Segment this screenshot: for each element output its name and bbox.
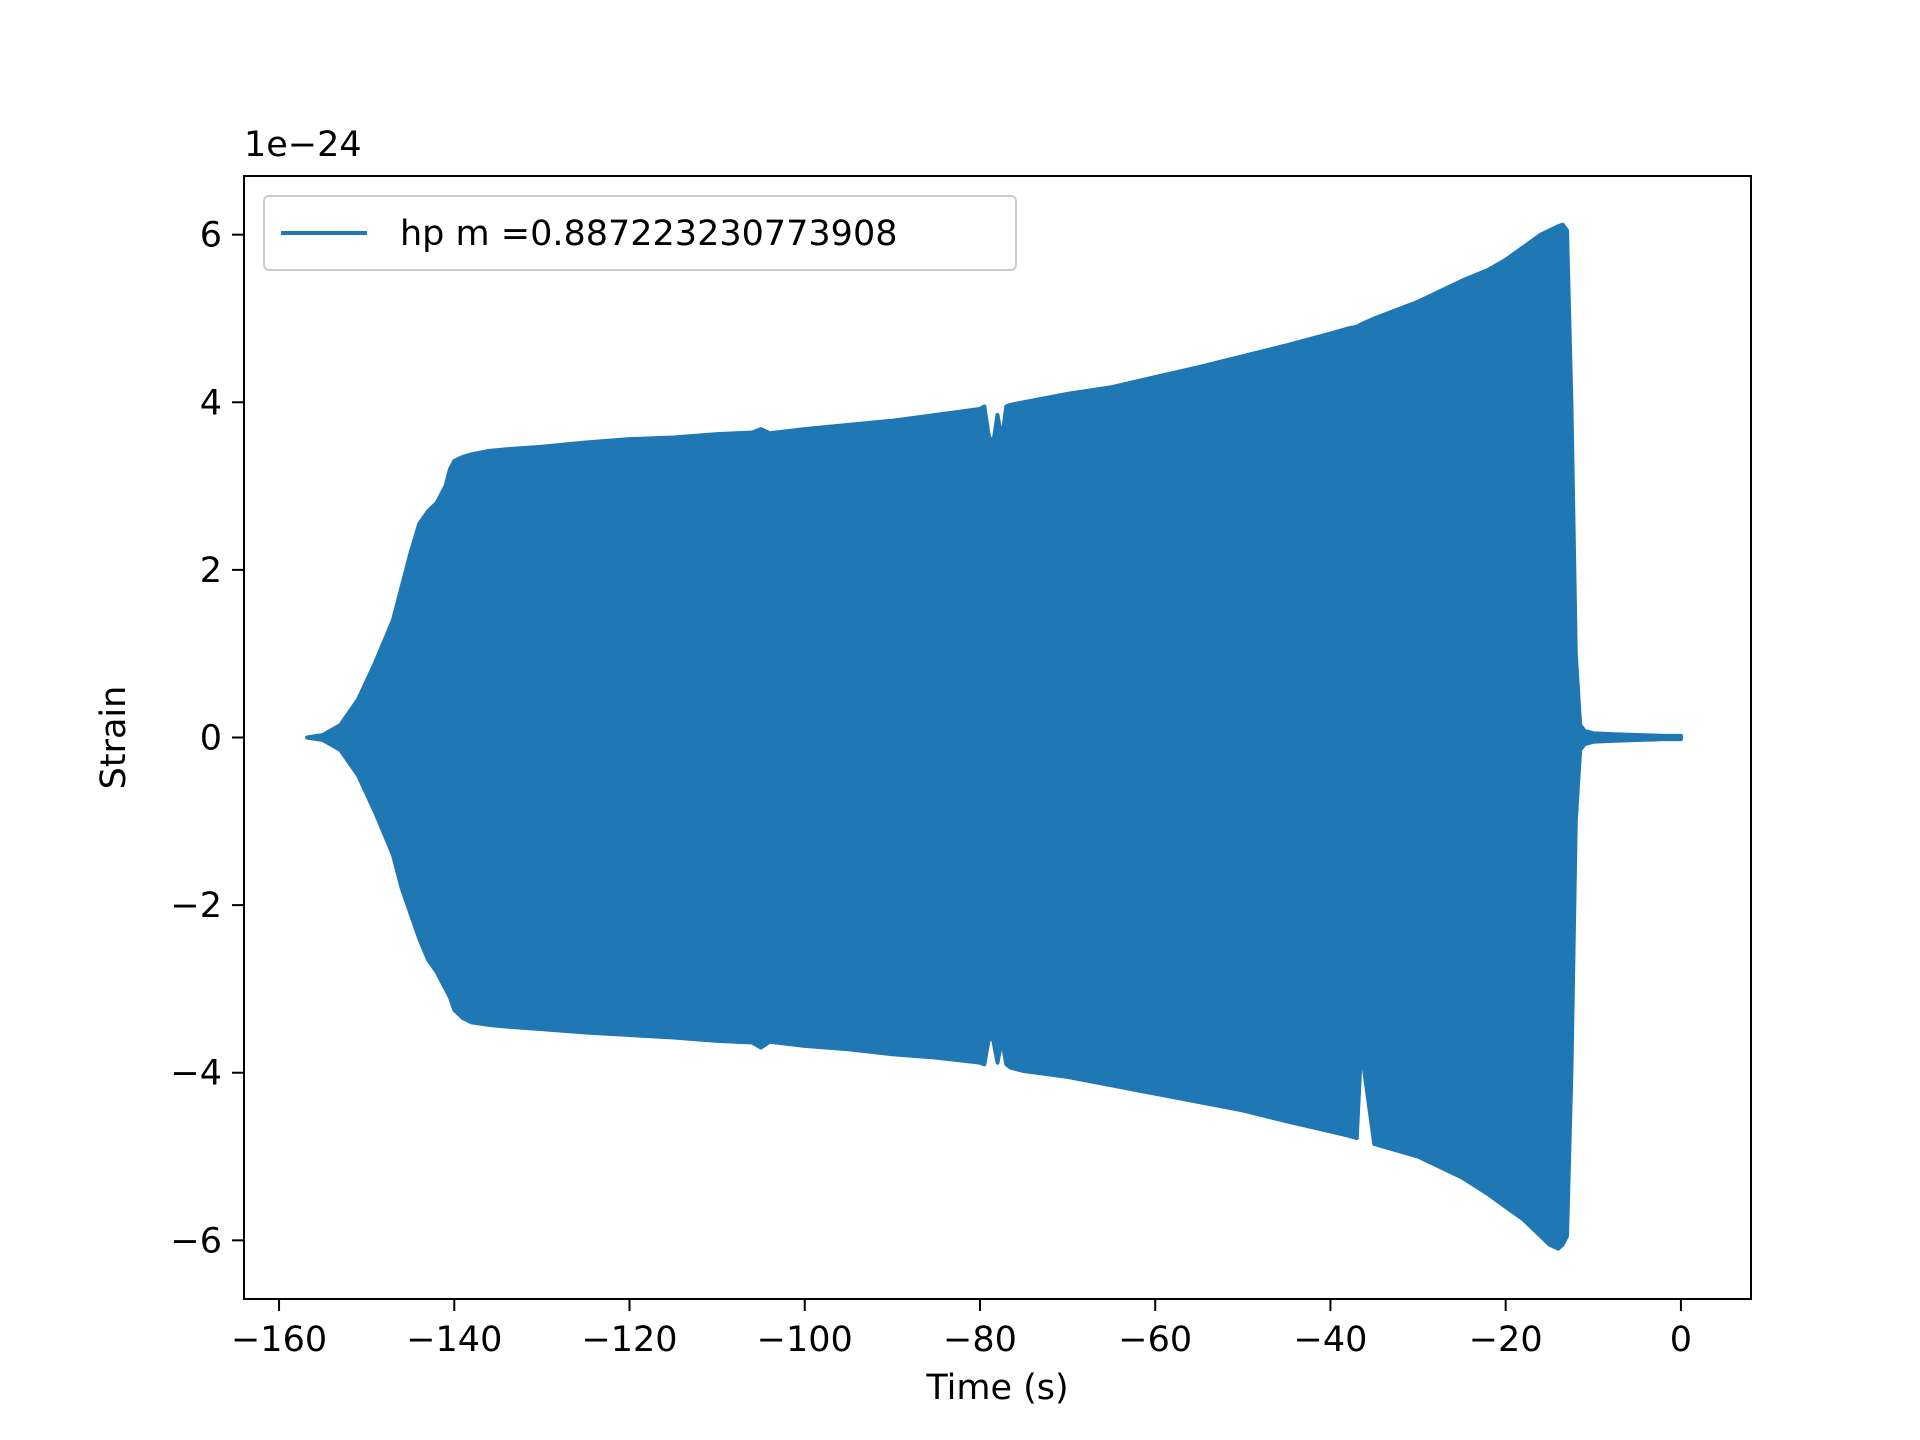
y-tick-label: −6: [170, 1221, 222, 1261]
x-tick-label: −40: [1294, 1320, 1368, 1360]
x-tick-label: −140: [406, 1320, 502, 1360]
x-tick-label: −80: [943, 1320, 1017, 1360]
x-tick-label: −60: [1118, 1320, 1192, 1360]
y-offset-text: 1e−24: [244, 125, 362, 165]
y-tick-label: −2: [170, 886, 222, 926]
y-axis-label: Strain: [94, 686, 134, 790]
y-tick-label: 4: [200, 383, 222, 423]
x-tick-label: 0: [1670, 1320, 1692, 1360]
y-tick-label: −4: [170, 1054, 222, 1094]
x-tick-label: −160: [231, 1320, 327, 1360]
x-tick-label: −100: [757, 1320, 853, 1360]
y-tick-label: 6: [200, 216, 222, 256]
x-axis-label: Time (s): [925, 1368, 1068, 1408]
plot-area: [305, 222, 1683, 1251]
x-tick-label: −120: [581, 1320, 677, 1360]
y-tick-label: 0: [200, 719, 222, 759]
series-hp-waveform: [305, 222, 1683, 1251]
legend-label: hp m =0.887223230773908: [400, 214, 898, 254]
x-axis: −160 −140 −120 −100 −80 −60 −40 −20 0: [231, 1299, 1692, 1360]
y-axis: −6 −4 −2 0 2 4 6: [170, 216, 244, 1261]
x-tick-label: −20: [1469, 1320, 1543, 1360]
y-tick-label: 2: [200, 551, 222, 591]
legend: hp m =0.887223230773908: [263, 195, 1017, 271]
legend-box: [263, 195, 1017, 271]
